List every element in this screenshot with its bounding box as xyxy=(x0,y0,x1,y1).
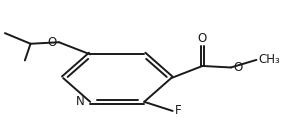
Text: CH₃: CH₃ xyxy=(259,53,281,66)
Text: O: O xyxy=(47,36,57,49)
Text: F: F xyxy=(175,104,181,117)
Text: O: O xyxy=(198,32,207,45)
Text: O: O xyxy=(233,61,242,74)
Text: N: N xyxy=(76,95,85,108)
